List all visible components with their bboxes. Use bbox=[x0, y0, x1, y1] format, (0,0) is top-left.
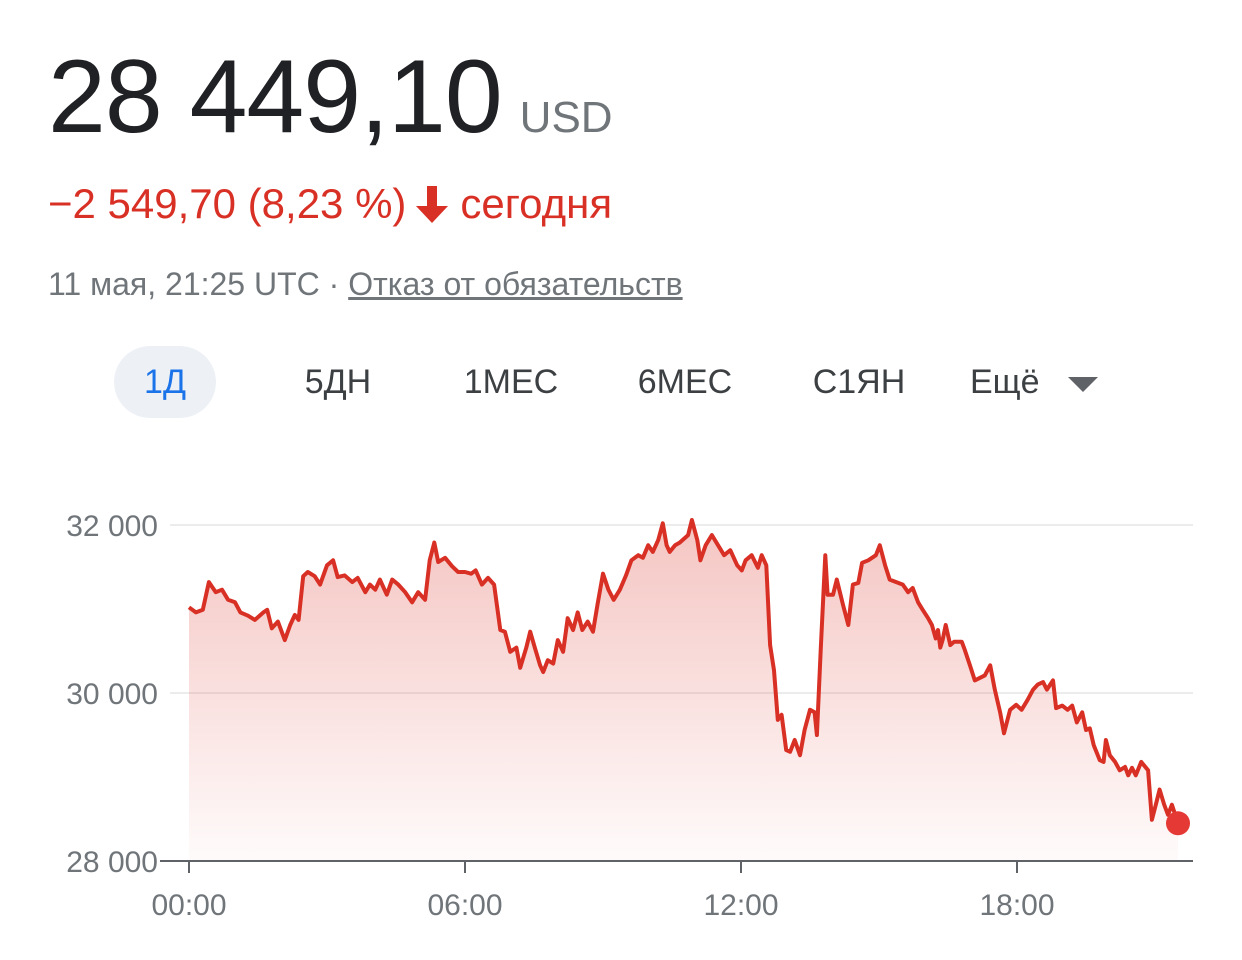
current-price: 28 449,10 bbox=[48, 39, 503, 155]
x-tick-label: 06:00 bbox=[427, 889, 502, 922]
tab-5d[interactable]: 5ДН bbox=[304, 363, 372, 401]
timestamp: 11 мая, 21:25 UTC bbox=[48, 266, 320, 302]
change-period: сегодня bbox=[460, 180, 613, 227]
change-value: −2 549,70 (8,23 %) bbox=[48, 180, 407, 227]
y-tick-label: 30 000 bbox=[66, 678, 158, 711]
price-line bbox=[187, 518, 1180, 824]
timestamp-line: 11 мая, 21:25 UTC · Отказ от обязательст… bbox=[48, 266, 683, 303]
tab-1m[interactable]: 1МЕС bbox=[463, 363, 559, 401]
price-block: 28 449,10 USD bbox=[48, 38, 613, 157]
tab-1d[interactable]: 1Д bbox=[114, 346, 216, 418]
range-tabs: 1Д 5ДН 1МЕС 6МЕС С1ЯН Ещё bbox=[0, 346, 1242, 418]
tab-6m[interactable]: 6МЕС bbox=[637, 363, 733, 401]
x-tick-label: 18:00 bbox=[979, 889, 1054, 922]
price-area-fill bbox=[189, 520, 1178, 861]
currency-label: USD bbox=[519, 93, 613, 142]
arrow-down-icon bbox=[414, 184, 450, 224]
dropdown-triangle-icon bbox=[1067, 376, 1098, 392]
tab-more[interactable]: Ещё bbox=[970, 346, 1110, 418]
y-tick-label: 28 000 bbox=[66, 846, 158, 879]
x-tick-label: 12:00 bbox=[703, 889, 778, 922]
y-tick-label: 32 000 bbox=[66, 510, 158, 543]
price-change: −2 549,70 (8,23 %) сегодня bbox=[48, 180, 612, 228]
tab-ytd[interactable]: С1ЯН bbox=[812, 363, 906, 401]
x-tick-label: 00:00 bbox=[151, 889, 226, 922]
separator: · bbox=[328, 266, 340, 302]
tab-more-label: Ещё bbox=[970, 363, 1040, 401]
disclaimer-link[interactable]: Отказ от обязательств bbox=[348, 266, 683, 302]
last-price-marker bbox=[1166, 811, 1190, 836]
